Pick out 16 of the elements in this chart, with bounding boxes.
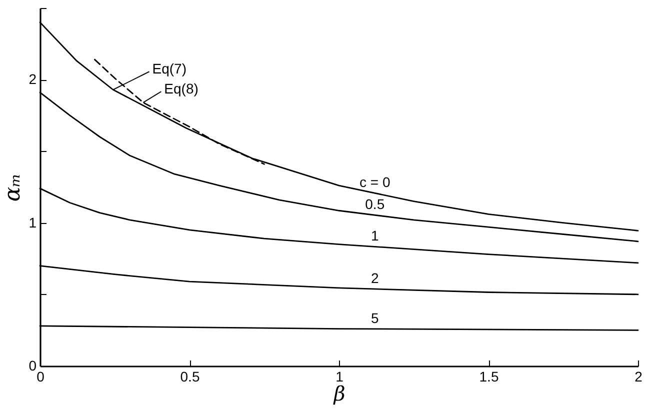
series-label: c = 0 xyxy=(360,174,390,190)
x-tick-label: 1 xyxy=(336,368,344,384)
series-label: 2 xyxy=(370,270,379,286)
series-label: 1 xyxy=(370,228,379,244)
x-axis-title: β xyxy=(332,382,346,406)
series-label: 5 xyxy=(370,310,379,326)
x-tick-label: 0.5 xyxy=(180,368,200,384)
x-tick-label: 2 xyxy=(634,368,643,384)
y-tick-label: 2 xyxy=(28,71,37,88)
y-tick-label: 0 xyxy=(28,358,37,374)
annotation: Eq(8) xyxy=(164,80,198,97)
series-label: 0.5 xyxy=(365,196,385,212)
y-axis-title: αₘ xyxy=(0,173,26,202)
x-tick-label: 1.5 xyxy=(479,368,499,384)
y-tick-label: 1 xyxy=(28,214,37,230)
annotation: Eq(7) xyxy=(152,60,186,77)
